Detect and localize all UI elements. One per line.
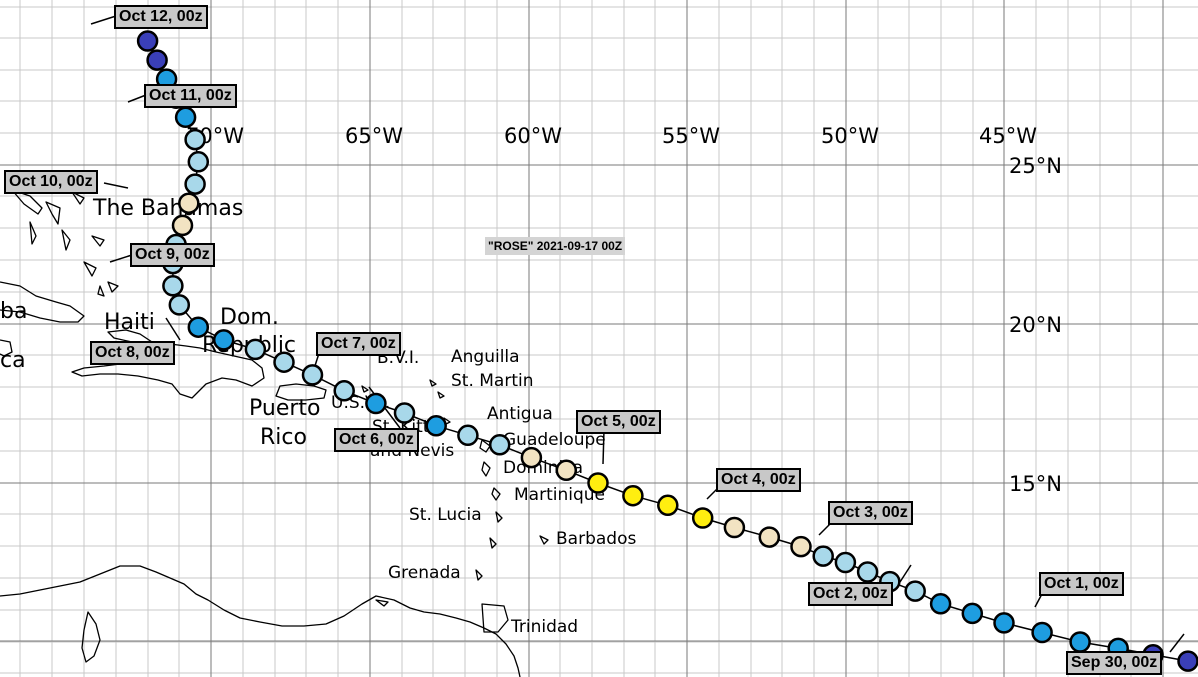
track-point (555, 459, 578, 482)
lon-label: 65°W (345, 124, 403, 148)
place-label-anguilla: Anguilla (451, 347, 520, 367)
place-label-trinidad: Trinidad (511, 617, 579, 637)
track-point (178, 192, 200, 214)
place-label-haiti: Haiti (104, 310, 155, 335)
track-point (856, 561, 879, 583)
track-point (212, 329, 235, 351)
track-point (622, 484, 644, 507)
place-label-puerto-rico: Puerto (249, 396, 321, 421)
track-points (136, 30, 1198, 672)
track-point (723, 516, 746, 539)
time-tag: Oct 12, 00z (114, 5, 208, 29)
place-label-jamaica: ca (0, 348, 26, 373)
track-point (136, 30, 159, 52)
time-tag: Oct 3, 00z (828, 501, 913, 525)
place-label-grenada: Grenada (388, 563, 461, 583)
track-point (457, 424, 479, 447)
place-label-cuba: ba (0, 299, 28, 324)
time-tag: Oct 9, 00z (130, 243, 215, 267)
time-tag: Oct 2, 00z (808, 582, 893, 606)
time-tag: Oct 11, 00z (144, 84, 237, 108)
track-point (333, 380, 355, 402)
track-point (187, 151, 210, 173)
track-point (961, 602, 984, 625)
place-label-dom: Dom. (220, 305, 279, 330)
tag-leaders (90, 15, 1185, 653)
track-point (488, 434, 511, 456)
place-label-martinique: Martinique (514, 485, 605, 505)
track-point (301, 364, 324, 386)
track-point (834, 551, 857, 574)
track-point (1177, 650, 1198, 672)
track-point (393, 402, 416, 424)
place-label-puerto-rico: Rico (260, 425, 307, 450)
time-tag: Oct 5, 00z (576, 410, 661, 434)
track-point (273, 351, 295, 373)
track-point (171, 214, 194, 237)
lon-label: 45°W (979, 124, 1037, 148)
track-point (184, 173, 206, 195)
track-point (187, 316, 210, 338)
track-point (904, 580, 926, 602)
track-point (1031, 621, 1053, 644)
time-tag: Oct 4, 00z (716, 468, 801, 492)
track-line (146, 40, 1189, 662)
track-point (184, 128, 206, 151)
coastlines (0, 189, 549, 677)
lon-label: 55°W (662, 124, 720, 148)
track-point (929, 593, 952, 615)
map-title: "ROSE" 2021-09-17 00Z (485, 237, 626, 255)
time-tag: Oct 7, 00z (316, 332, 401, 356)
lat-label: 20°N (1009, 313, 1062, 337)
trinidad-island (481, 603, 509, 633)
time-tag: Sep 30, 00z (1066, 651, 1163, 675)
time-tag: Oct 6, 00z (334, 428, 419, 452)
track-point (162, 275, 184, 297)
cuba-coast (0, 281, 85, 323)
bahamas-islands (11, 189, 119, 297)
track-point (146, 49, 168, 71)
margarita (375, 599, 389, 607)
track-point (691, 507, 714, 529)
jamaica-coast (0, 339, 13, 357)
track-point (1069, 631, 1091, 653)
time-tag: Oct 8, 00z (90, 341, 175, 365)
time-tag: Oct 10, 00z (4, 170, 98, 194)
track-point (993, 612, 1015, 634)
place-label-bahamas: The Bahamas (93, 196, 244, 221)
track-point (174, 106, 197, 129)
lon-label: 60°W (504, 124, 562, 148)
track-point (758, 526, 781, 548)
time-tag: Oct 1, 00z (1039, 572, 1124, 596)
track-point (790, 535, 812, 558)
track-point (168, 294, 191, 316)
place-label-st-lucia: St. Lucia (409, 505, 482, 525)
place-label-st-martin: St. Martin (451, 371, 534, 391)
maracaibo (81, 611, 101, 663)
track-point (365, 392, 387, 415)
lat-label: 25°N (1009, 154, 1062, 178)
track-point (244, 338, 267, 361)
place-label-guadeloupe: Guadeloupe (503, 430, 606, 450)
lon-label: 50°W (821, 124, 879, 148)
track-point (520, 446, 543, 469)
track-point (425, 415, 447, 437)
puerto-rico-coast (275, 383, 327, 401)
track-point (812, 545, 834, 567)
place-label-antigua: Antigua (487, 404, 553, 424)
track-point (657, 494, 679, 517)
south-america-coast (0, 565, 521, 677)
lat-label: 15°N (1009, 472, 1062, 496)
place-label-barbados: Barbados (556, 529, 637, 549)
track-point (587, 472, 609, 494)
